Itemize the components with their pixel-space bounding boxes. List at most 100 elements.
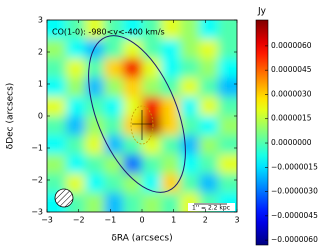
colorbar-tick-label: −0.0000045 <box>271 211 318 220</box>
heat-cell <box>199 58 219 79</box>
heat-cell <box>180 96 200 117</box>
aperture-ellipse <box>88 35 186 193</box>
heat-cell <box>85 135 105 155</box>
heat-cell <box>123 135 143 155</box>
heatmap <box>47 20 237 212</box>
heat-cell <box>85 154 105 175</box>
colorbar-label: Jy <box>257 7 267 17</box>
heat-cell <box>85 192 105 212</box>
heat-cell <box>85 116 105 136</box>
heat-cell <box>47 96 67 117</box>
heat-cell <box>218 135 237 155</box>
heat-cell <box>161 77 181 98</box>
heat-cell <box>161 20 181 40</box>
heat-cell <box>66 39 86 59</box>
heat-cell <box>142 135 162 155</box>
heat-cell <box>199 135 219 155</box>
heat-cell <box>218 116 237 136</box>
heat-cell <box>66 135 86 155</box>
colorbar-tick-label: −0.0000060 <box>271 235 318 244</box>
colorbar-tick-label: −0.0000030 <box>271 187 318 196</box>
heat-cell <box>180 135 200 155</box>
heat-cell <box>161 154 181 175</box>
heat-cell <box>123 58 143 79</box>
heat-cell <box>104 192 124 212</box>
heat-cell <box>66 173 86 194</box>
x-tick-label: 1 <box>171 216 176 225</box>
y-tick-label: −1 <box>31 144 43 153</box>
x-tick-label: 0 <box>139 216 144 225</box>
annotation: CO(1-0): -980<v<-400 km/s <box>52 28 165 37</box>
heat-cell <box>199 173 219 194</box>
heat-cell <box>142 96 162 117</box>
heat-cell <box>104 20 124 40</box>
contour <box>130 105 154 145</box>
heat-cell <box>161 96 181 117</box>
heat-cell <box>123 20 143 40</box>
heat-cell <box>218 39 237 59</box>
heat-cell <box>47 20 67 40</box>
heat-cell <box>161 135 181 155</box>
heat-cell <box>123 77 143 98</box>
overlay: 1'' = 2.2 kpc CO(1-0): -980<v<-400 km/s <box>52 28 235 212</box>
y-tick-label: 0 <box>38 112 43 121</box>
heat-cell <box>47 58 67 79</box>
heat-cell <box>85 39 105 59</box>
heat-cell <box>142 58 162 79</box>
heat-cell <box>161 173 181 194</box>
x-axis-label: δRA (arcsecs) <box>111 234 172 244</box>
heat-cell <box>142 77 162 98</box>
colorbar-tick-label: −0.0000015 <box>271 162 318 171</box>
heat-cell <box>123 192 143 212</box>
colorbar-tick-label: 0.0000045 <box>271 65 312 74</box>
heat-cell <box>66 20 86 40</box>
heat-cell <box>161 116 181 136</box>
heat-cell <box>180 58 200 79</box>
y-axis-label: δDec (arcsecs) <box>6 83 16 150</box>
heat-cell <box>161 58 181 79</box>
heat-cell <box>66 154 86 175</box>
heat-cell <box>180 173 200 194</box>
heat-cell <box>123 154 143 175</box>
heat-cell <box>218 173 237 194</box>
heat-cell <box>218 58 237 79</box>
y-tick-label: −3 <box>31 208 43 217</box>
heat-cell <box>218 96 237 117</box>
heat-cell <box>180 39 200 59</box>
heat-cell <box>85 20 105 40</box>
heat-cell <box>218 20 237 40</box>
heat-cell <box>66 96 86 117</box>
colorbar <box>255 19 269 246</box>
heat-cell <box>180 77 200 98</box>
heat-cell <box>199 154 219 175</box>
y-tick-label: 3 <box>38 16 43 25</box>
heat-cell <box>142 116 162 136</box>
y-tick-label: 2 <box>38 48 43 57</box>
heat-cell <box>47 154 67 175</box>
x-tick-label: −2 <box>73 216 85 225</box>
heat-cell <box>142 39 162 59</box>
heat-cell <box>142 154 162 175</box>
heat-cell <box>142 173 162 194</box>
heat-cell <box>123 39 143 59</box>
heat-cell <box>123 116 143 136</box>
heat-cell <box>161 39 181 59</box>
heat-cell <box>161 192 181 212</box>
scale-box <box>188 203 235 211</box>
heat-cell <box>104 39 124 59</box>
heat-cell <box>85 173 105 194</box>
heat-cell <box>47 173 67 194</box>
heat-cell <box>199 96 219 117</box>
colorbar-tick-label: 0.0000030 <box>271 89 312 98</box>
heat-cell <box>199 77 219 98</box>
y-tick-label: −2 <box>31 176 43 185</box>
heat-cell <box>47 39 67 59</box>
heat-cell <box>85 58 105 79</box>
heat-cell <box>85 96 105 117</box>
heat-cell <box>104 58 124 79</box>
x-tick-label: −3 <box>41 216 53 225</box>
heat-cell <box>199 116 219 136</box>
beam <box>54 188 74 208</box>
heat-cell <box>47 135 67 155</box>
